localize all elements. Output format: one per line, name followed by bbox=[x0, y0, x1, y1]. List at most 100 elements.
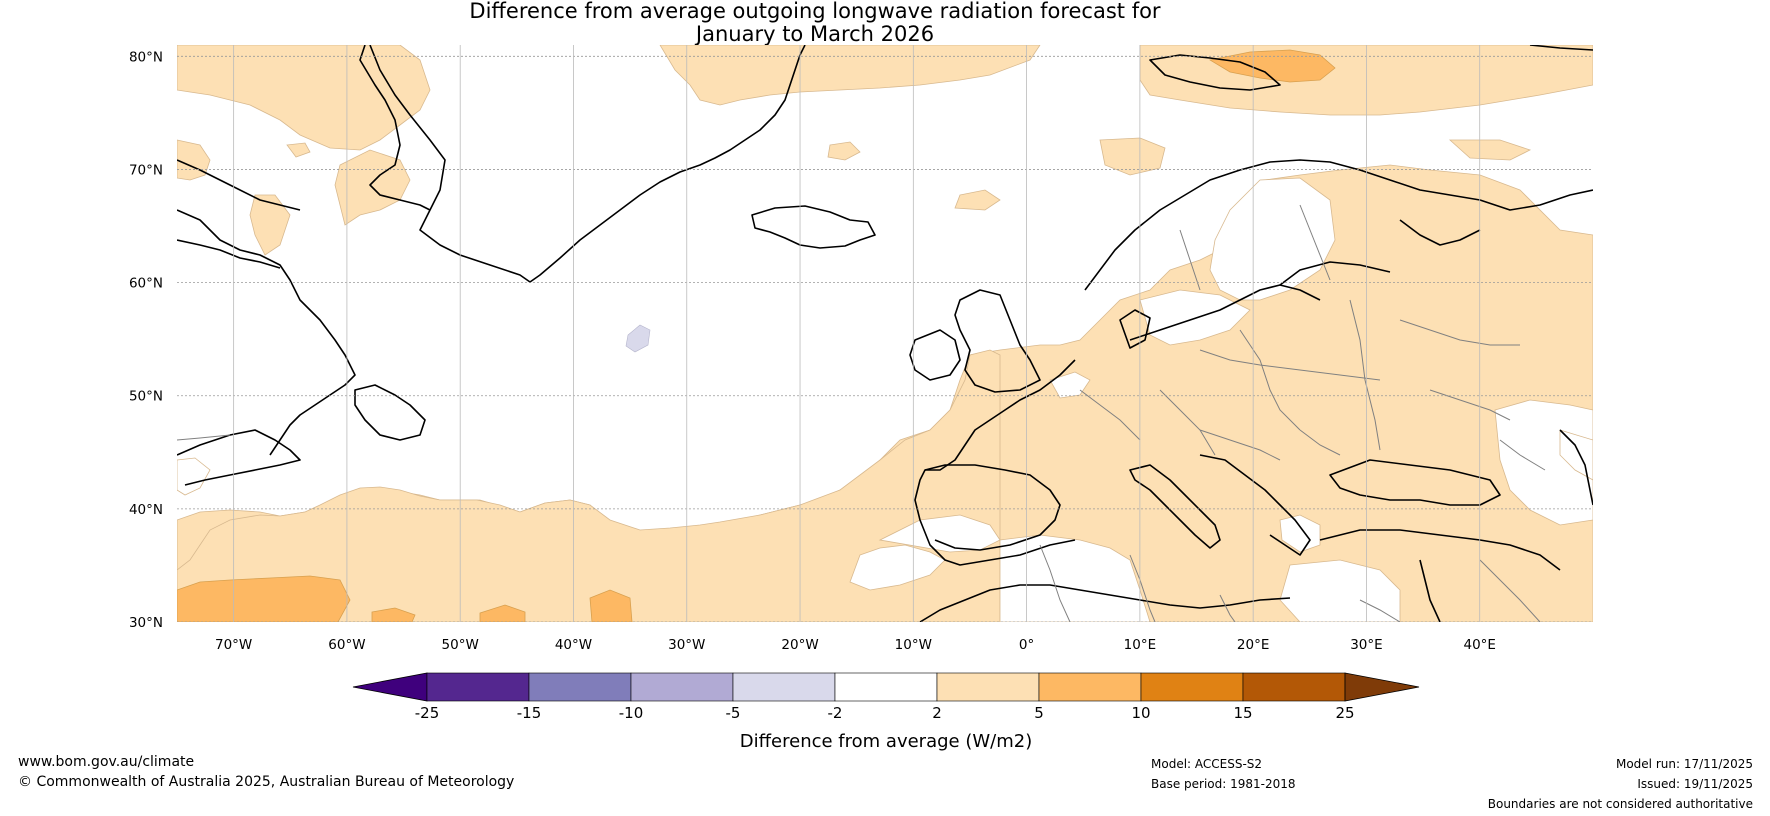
lat-tick-label: 80°N bbox=[129, 49, 163, 65]
border-14 bbox=[1479, 559, 1541, 622]
coast-caspian bbox=[1559, 429, 1593, 506]
coastlines bbox=[177, 45, 1593, 622]
longitude-labels: 70°W 60°W 50°W 40°W 30°W 20°W 10°W 0° 10°E 20°E 30… bbox=[215, 637, 1496, 653]
colorbar-segment bbox=[1140, 672, 1244, 702]
lon-tick-label: 30°W bbox=[668, 637, 705, 653]
coast-great-britain bbox=[954, 289, 1041, 393]
lon-tick-label: 10°E bbox=[1124, 637, 1156, 653]
colorbar-tick-label: -10 bbox=[619, 704, 644, 722]
colorbar-segment bbox=[630, 672, 734, 702]
lon-tick-label: 40°W bbox=[555, 637, 592, 653]
coast-iceland bbox=[751, 205, 876, 249]
coast-greenland-west bbox=[359, 45, 431, 211]
lon-tick-label: 40°E bbox=[1463, 637, 1495, 653]
coast-levant bbox=[1419, 559, 1441, 622]
anomaly-shading-5-10 bbox=[177, 49, 1336, 622]
colorbar-tick-label: 15 bbox=[1233, 704, 1252, 722]
colorbar-segment bbox=[1038, 672, 1142, 702]
border-13 bbox=[1219, 594, 1236, 622]
border-7 bbox=[1429, 389, 1511, 421]
shade-subtropical-spot-3 bbox=[589, 589, 633, 622]
coast-italy bbox=[1129, 464, 1221, 549]
lon-tick-label: 10°W bbox=[895, 637, 932, 653]
border-6 bbox=[1399, 319, 1520, 346]
chart-title: Difference from average outgoing longwav… bbox=[0, 0, 1630, 46]
coast-balkans-greece bbox=[1199, 454, 1311, 556]
coast-baffin-1 bbox=[177, 159, 301, 211]
colorbar-tick-label: -25 bbox=[415, 704, 440, 722]
lat-tick-label: 60°N bbox=[129, 276, 163, 292]
colorbar-extend-min bbox=[352, 672, 428, 702]
neutral-gulf-guinea bbox=[878, 514, 1001, 553]
lon-tick-label: 60°W bbox=[328, 637, 365, 653]
anomaly-shading-neutral bbox=[177, 177, 1593, 622]
colorbar-tick-label: 2 bbox=[932, 704, 942, 722]
shade-subtropical-west bbox=[177, 575, 351, 622]
colorbar-title: Difference from average (W/m2) bbox=[740, 731, 1032, 752]
coast-novaya-zemlya bbox=[1529, 45, 1593, 51]
lat-tick-label: 70°N bbox=[129, 162, 163, 178]
border-18 bbox=[177, 434, 231, 441]
shade-svalbard-east bbox=[1448, 139, 1532, 161]
coast-denmark bbox=[1119, 309, 1151, 349]
shade-quebec-spot bbox=[249, 194, 291, 256]
colorbar-tick-label: -15 bbox=[517, 704, 542, 722]
coast-white-sea bbox=[1399, 219, 1481, 246]
coast-nova-scotia bbox=[177, 429, 301, 486]
footer-issued: Issued: 19/11/2025 bbox=[1637, 777, 1753, 791]
map-panel bbox=[177, 45, 1593, 622]
border-12 bbox=[1129, 554, 1156, 622]
title-line-2: January to March 2026 bbox=[695, 22, 935, 46]
border-17 bbox=[1499, 439, 1546, 471]
colorbar-extend-max bbox=[1344, 672, 1420, 702]
border-4 bbox=[1079, 389, 1141, 441]
coast-norway bbox=[1084, 159, 1593, 291]
gridlines bbox=[177, 45, 1593, 622]
lon-tick-label: 20°W bbox=[781, 637, 818, 653]
border-10 bbox=[1299, 204, 1331, 281]
neutral-mediterranean-south bbox=[849, 544, 946, 591]
neutral-caspian bbox=[1494, 399, 1593, 526]
colorbar-segment bbox=[528, 672, 632, 702]
shade-svalbard bbox=[1208, 49, 1336, 83]
coast-svalbard bbox=[1149, 54, 1281, 91]
neutral-irish-sea bbox=[1049, 371, 1091, 399]
neutral-north-africa bbox=[999, 534, 1151, 622]
border-9 bbox=[1199, 429, 1281, 461]
footer-model: Model: ACCESS-S2 bbox=[1151, 757, 1263, 771]
border-3 bbox=[1159, 389, 1216, 456]
shade-negative-small bbox=[625, 324, 651, 353]
colorbar-segment bbox=[834, 672, 938, 702]
footer-model-run: Model run: 17/11/2025 bbox=[1615, 757, 1753, 771]
shade-labrador-blob bbox=[286, 142, 311, 158]
footer-copyright: © Commonwealth of Australia 2025, Austra… bbox=[18, 774, 515, 790]
lon-tick-label: 30°E bbox=[1350, 637, 1382, 653]
title-line-1: Difference from average outgoing longwav… bbox=[469, 0, 1161, 23]
border-8 bbox=[1299, 429, 1341, 456]
colorbar-segment bbox=[936, 672, 1040, 702]
coast-labrador bbox=[177, 209, 356, 456]
lon-tick-label: 20°E bbox=[1237, 637, 1269, 653]
lon-tick-label: 70°W bbox=[215, 637, 252, 653]
lon-tick-label: 50°W bbox=[442, 637, 479, 653]
colorbar-tick-label: 25 bbox=[1335, 704, 1354, 722]
neutral-aegean bbox=[1279, 514, 1321, 553]
lat-tick-label: 30°N bbox=[129, 615, 163, 631]
lon-tick-label: 0° bbox=[1019, 637, 1034, 653]
colorbar-segment bbox=[732, 672, 836, 702]
coast-sweden-baltic bbox=[1129, 284, 1321, 341]
latitude-labels: 80°N 70°N 60°N 50°N 40°N 30°N bbox=[129, 49, 163, 631]
colorbar-tick-label: 10 bbox=[1131, 704, 1150, 722]
footer-base-period: Base period: 1981-2018 bbox=[1151, 777, 1296, 791]
colorbar-tick-label: 5 bbox=[1034, 704, 1044, 722]
shade-subtropical-spot-2 bbox=[479, 604, 526, 622]
shade-west-atlantic bbox=[177, 349, 1001, 622]
shade-iceland-north bbox=[954, 189, 1001, 211]
border-16 bbox=[1179, 229, 1201, 291]
lat-tick-label: 40°N bbox=[129, 502, 163, 518]
border-5 bbox=[1349, 299, 1381, 451]
colorbar-segment bbox=[1242, 672, 1346, 702]
country-borders bbox=[177, 204, 1546, 622]
